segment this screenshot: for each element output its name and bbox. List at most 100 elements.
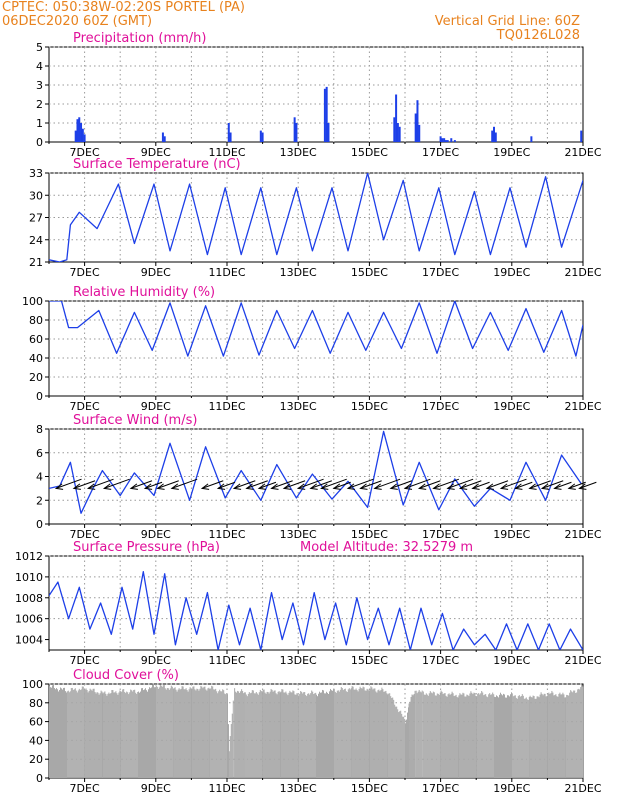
cloud-bar: [66, 692, 67, 778]
cloud-bar: [508, 695, 509, 778]
cloud-bar: [502, 695, 503, 778]
cloud-bar: [158, 687, 160, 778]
temp-ytick-label: 21: [29, 256, 43, 269]
cloud-bar: [155, 685, 157, 778]
cloud-bar: [295, 694, 297, 778]
cloud-bar: [411, 694, 413, 778]
cloud-bar: [212, 686, 214, 778]
cloud-bar: [259, 689, 261, 778]
cloud-bar: [572, 692, 574, 778]
cloud-bar: [234, 688, 236, 778]
cloud-bar: [195, 690, 197, 778]
cloud-bar: [516, 698, 518, 778]
precip-bar: [395, 94, 398, 142]
cloud-bar: [383, 691, 385, 778]
cloud-bar: [87, 692, 89, 778]
cloud-bar: [360, 688, 362, 778]
cloud-bar: [187, 691, 189, 778]
wind-arrow: [579, 481, 597, 489]
cloud-bar: [219, 689, 221, 778]
wind-arrow-head: [72, 483, 81, 490]
cloud-bar: [199, 688, 201, 778]
cloud-bar: [286, 693, 288, 778]
precip-bar: [78, 117, 81, 142]
cloud-bar: [399, 711, 401, 778]
wind-xtick-label: 13DEC: [280, 528, 317, 541]
cloud-bar: [146, 690, 147, 778]
cloud-bar: [174, 687, 176, 778]
wind-xtick-label: 7DEC: [70, 528, 100, 541]
rh-xtick-label: 15DEC: [351, 400, 388, 413]
cloud-bar: [460, 694, 462, 778]
cloud-bar: [135, 692, 137, 778]
cloud-bar: [289, 690, 291, 778]
temp-xtick-label: 15DEC: [351, 266, 388, 279]
wind-arrow-head: [245, 483, 254, 490]
wind-arrow: [486, 480, 509, 489]
cloud-bar: [204, 686, 206, 778]
cloud-bar: [57, 689, 58, 778]
cloud-bar: [422, 691, 424, 778]
cloud-bar: [163, 685, 165, 778]
cloud-bar: [338, 691, 340, 778]
cloud-bar: [205, 689, 207, 778]
cloud-bar: [578, 688, 580, 778]
cloud-bar: [542, 695, 544, 778]
cloud-bar: [69, 691, 71, 778]
cloud-bar: [208, 687, 210, 778]
cloud-bar: [78, 688, 80, 778]
cloud-bar: [487, 697, 489, 778]
wind-arrow: [390, 480, 413, 489]
cloud-bar: [256, 693, 258, 778]
cloud-bar: [193, 686, 195, 778]
cloud-bar: [175, 689, 177, 778]
cloud-bar: [277, 691, 279, 778]
cloud-bar: [511, 692, 512, 778]
cloud-bar: [359, 686, 361, 778]
cloud-bar: [154, 687, 155, 778]
cloud-bar: [555, 694, 557, 778]
cloud-bar: [269, 691, 271, 778]
press-xtick-label: 19DEC: [493, 654, 530, 667]
precip-bar: [414, 113, 417, 142]
cloud-bar: [84, 689, 86, 778]
cloud-bar: [99, 693, 101, 778]
precip-bar: [259, 130, 262, 142]
cloud-bar: [485, 694, 487, 778]
precip-bar: [418, 124, 421, 142]
rh-ytick-label: 60: [29, 333, 43, 346]
wind-arrow-head: [514, 483, 523, 490]
wind-arrow: [568, 481, 586, 489]
precip-bar: [323, 88, 326, 142]
wind-arrow: [433, 478, 460, 489]
cloud-bar: [141, 688, 142, 778]
press-xtick-label: 13DEC: [280, 654, 317, 667]
cloud-bar: [216, 691, 218, 778]
cloud-bar: [481, 691, 483, 778]
wind-arrow-head: [540, 483, 550, 490]
rh-ytick-label: 20: [29, 371, 43, 384]
cloud-bar: [524, 698, 526, 778]
wind-xtick-label: 15DEC: [351, 528, 388, 541]
cloud-bar: [164, 688, 166, 778]
cloud-bar: [264, 692, 266, 778]
precip-bar: [493, 126, 495, 142]
temp-ytick-label: 30: [29, 189, 43, 202]
cloud-bar: [391, 697, 393, 778]
precip-bar: [441, 138, 444, 142]
cloud-bar: [408, 703, 410, 778]
precip-bar: [163, 136, 166, 142]
cloud-bar: [124, 691, 126, 778]
cloud-bar: [92, 688, 94, 778]
cloud-bar: [333, 688, 334, 778]
cloud-bar: [574, 690, 576, 778]
cloud-bar: [58, 691, 59, 778]
wind-xtick-label: 19DEC: [493, 528, 530, 541]
temp-xtick-label: 21DEC: [564, 266, 601, 279]
cloud-bar: [372, 689, 374, 778]
cloud-bar: [149, 687, 150, 778]
cloud-bar: [401, 713, 403, 778]
cloud-bar: [569, 692, 571, 778]
cloud-bar: [382, 689, 384, 778]
